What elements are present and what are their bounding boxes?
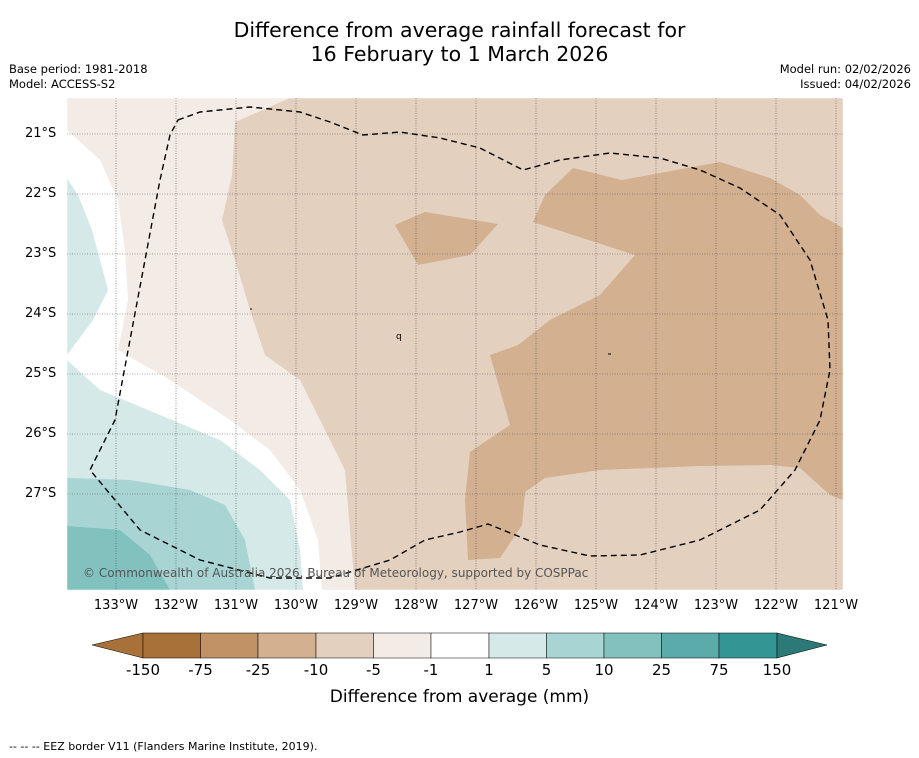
colorbar-seg-neg10 <box>315 632 374 659</box>
region-minus-25-large <box>465 162 843 560</box>
colorbar-tick-neg150: -150 <box>125 661 161 679</box>
eez-border <box>89 106 831 579</box>
title-line-2: 16 February to 1 March 2026 <box>310 42 609 66</box>
lon-label-133w: 133°W <box>93 598 139 613</box>
colorbar-seg-neutral <box>430 632 490 659</box>
colorbar-seg-neg5 <box>373 632 432 659</box>
map-area: q © Commonwealth of Australia 2026, Bure… <box>67 98 843 590</box>
model-name: Model: ACCESS-S2 <box>9 77 116 91</box>
footer-eez-note: -- -- -- EEZ border V11 (Flanders Marine… <box>9 740 318 753</box>
lat-label-22s: 22°S <box>25 186 57 201</box>
colorbar-tick-pos10: 10 <box>594 661 614 679</box>
lon-label-131w: 131°W <box>213 598 259 613</box>
map-frame <box>66 97 844 591</box>
colorbar-tick-neg1: -1 <box>423 661 439 679</box>
issued-date: Issued: 04/02/2026 <box>800 77 911 91</box>
colorbar-title: Difference from average (mm) <box>329 687 590 707</box>
colorbar-seg-neg75 <box>200 632 259 659</box>
grid-lines <box>67 98 843 590</box>
colorbar-seg-pos5 <box>546 632 605 659</box>
colorbar-tick-pos1: 1 <box>484 661 494 679</box>
colorbar-tick-pos5: 5 <box>541 661 552 679</box>
lat-label-26s: 26°S <box>25 426 57 441</box>
colorbar-seg-pos1 <box>488 632 547 659</box>
lon-label-123w: 123°W <box>693 598 739 613</box>
model-run: Model run: 02/02/2026 <box>779 62 911 76</box>
lon-label-128w: 128°W <box>393 598 439 613</box>
colorbar-tick-neg5: -5 <box>366 661 381 679</box>
meta-right: Model run: 02/02/2026 Issued: 04/02/2026 <box>780 62 911 92</box>
lon-label-126w: 126°W <box>513 598 559 613</box>
region-minus-25-small <box>395 212 498 265</box>
colorbar-extend-high <box>776 632 828 659</box>
lon-label-130w: 130°W <box>273 598 319 613</box>
meta-left: Base period: 1981-2018 Model: ACCESS-S2 <box>9 62 148 92</box>
lon-label-132w: 132°W <box>153 598 199 613</box>
chart-title: Difference from average rainfall forecas… <box>0 18 919 66</box>
colorbar-seg-neg150 <box>142 632 201 659</box>
colorbar-tick-neg25: -25 <box>245 661 271 679</box>
lon-label-122w: 122°W <box>753 598 799 613</box>
lon-label-127w: 127°W <box>453 598 499 613</box>
tiny-island-marker: q <box>396 332 402 342</box>
copyright-text: © Commonwealth of Australia 2026, Bureau… <box>83 566 588 580</box>
lat-label-21s: 21°S <box>25 126 57 141</box>
lon-label-124w: 124°W <box>633 598 679 613</box>
colorbar-tick-neg75: -75 <box>188 661 213 679</box>
colorbar <box>91 632 828 659</box>
lat-label-24s: 24°S <box>25 306 57 321</box>
colorbar-tick-pos25: 25 <box>651 661 672 679</box>
colorbar-seg-neg25 <box>257 632 317 659</box>
lat-label-25s: 25°S <box>25 366 57 381</box>
lat-label-23s: 23°S <box>25 246 57 261</box>
lon-label-121w: 121°W <box>813 598 859 613</box>
lon-label-129w: 129°W <box>333 598 379 613</box>
lon-label-125w: 125°W <box>573 598 619 613</box>
region-plus-1 <box>67 178 108 355</box>
region-plus-10 <box>67 526 170 590</box>
colorbar-tick-neg10: -10 <box>303 661 329 679</box>
base-period: Base period: 1981-2018 <box>9 62 148 76</box>
colorbar-seg-pos10 <box>603 632 662 659</box>
colorbar-seg-pos75 <box>718 632 778 659</box>
lat-label-27s: 27°S <box>25 486 57 501</box>
colorbar-seg-pos25 <box>661 632 720 659</box>
colorbar-extend-low <box>91 632 144 659</box>
title-line-1: Difference from average rainfall forecas… <box>233 18 686 42</box>
colorbar-tick-pos150: 150 <box>762 661 792 679</box>
colorbar-tick-pos75: 75 <box>709 661 729 679</box>
